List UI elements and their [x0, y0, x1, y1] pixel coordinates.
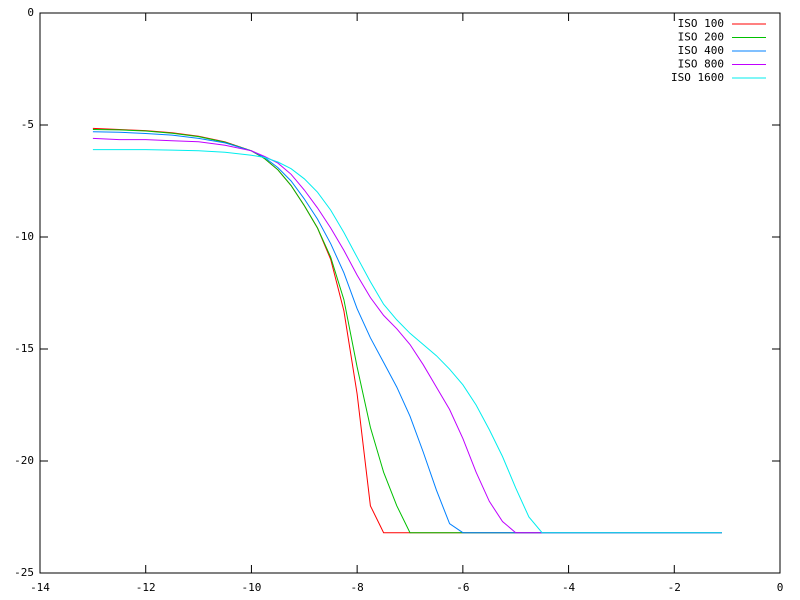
legend-label: ISO 800: [678, 58, 724, 71]
x-tick-label: -4: [562, 581, 576, 594]
y-tick-label: -10: [14, 230, 34, 243]
legend-label: ISO 100: [678, 17, 724, 30]
y-tick-label: -15: [14, 342, 34, 355]
y-tick-label: -5: [21, 118, 34, 131]
series-line: [92, 131, 722, 534]
x-tick-label: -8: [351, 581, 364, 594]
legend-label: ISO 200: [678, 31, 724, 44]
x-tick-label: -2: [668, 581, 681, 594]
x-tick-label: -14: [30, 581, 50, 594]
legend-label: ISO 1600: [671, 71, 724, 84]
y-tick-label: 0: [27, 6, 34, 19]
legend-label: ISO 400: [678, 44, 724, 57]
y-tick-label: -25: [14, 566, 34, 579]
x-tick-label: -10: [241, 581, 261, 594]
plot-frame: [39, 12, 781, 574]
y-tick-label: -20: [14, 454, 34, 467]
x-tick-label: -12: [136, 581, 156, 594]
series-line: [92, 149, 722, 534]
x-tick-label: 0: [777, 581, 784, 594]
series-line: [92, 137, 722, 534]
x-tick-label: -6: [456, 581, 469, 594]
